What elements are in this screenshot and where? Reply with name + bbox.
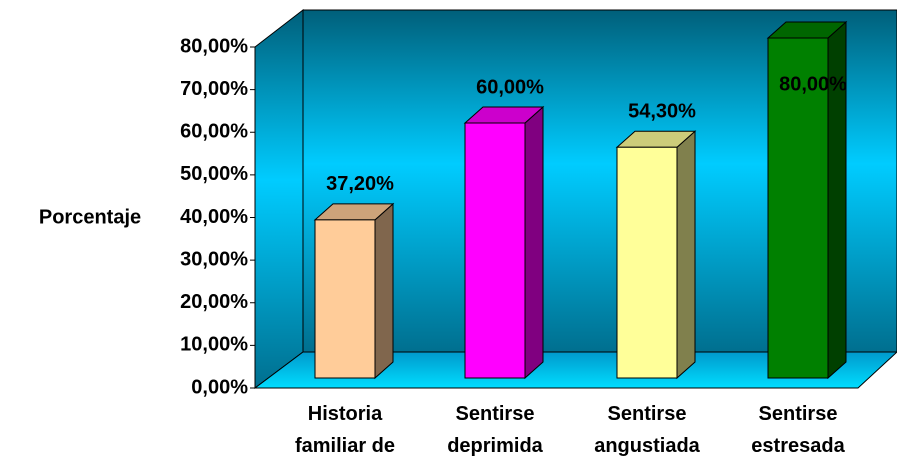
x-tick-label: Sentirse angustiada	[594, 403, 700, 457]
x-tick-label: Historia familiar de	[294, 403, 396, 457]
y-tick-label: 20,00%	[180, 291, 248, 313]
floor	[253, 351, 897, 389]
y-tick-label: 70,00%	[180, 78, 248, 100]
bar	[766, 20, 848, 380]
bar	[463, 105, 545, 380]
value-label: 80,00%	[779, 73, 847, 95]
x-tick-label: Sentirse deprimida	[447, 403, 543, 457]
bar	[615, 130, 697, 380]
bar-front	[464, 122, 526, 379]
y-tick-label: 80,00%	[180, 35, 248, 57]
y-axis-label: Porcentaje	[39, 206, 141, 228]
bar	[313, 202, 395, 380]
bar-front	[314, 219, 376, 379]
side-wall	[254, 8, 304, 389]
y-tick-label: 0,00%	[191, 376, 248, 398]
value-label: 37,20%	[326, 173, 394, 195]
bar-side	[374, 202, 394, 380]
bar-front	[616, 146, 678, 379]
y-tick-label: 40,00%	[180, 206, 248, 228]
y-tick-label: 50,00%	[180, 163, 248, 185]
value-label: 60,00%	[476, 76, 544, 98]
bar-side	[676, 130, 696, 380]
x-tick-label: Sentirse estresada	[751, 403, 845, 457]
y-tick-label: 10,00%	[180, 334, 248, 356]
bar-side	[524, 105, 544, 380]
y-tick-label: 60,00%	[180, 121, 248, 143]
value-label: 54,30%	[628, 101, 696, 123]
y-tick-label: 30,00%	[180, 248, 248, 270]
bar-front	[767, 37, 829, 379]
